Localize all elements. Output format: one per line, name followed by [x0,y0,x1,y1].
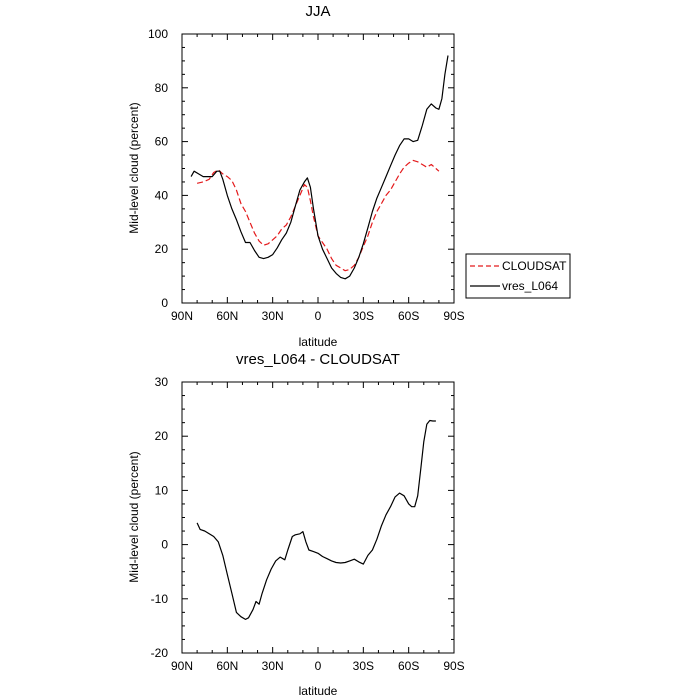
top-chart-title: JJA [305,3,330,20]
y-tick-label: -10 [151,592,169,606]
series-line-vres-l064-cloudsat [196,419,436,620]
top-chart-panel: JJA latitude Mid-level cloud (percent) 9… [127,3,465,349]
x-tick-label: 90N [171,659,193,673]
series-line-cloudsat [196,159,440,272]
bottom-chart-panel: vres_L064 - CLOUDSAT latitude Mid-level … [127,351,465,698]
legend-label-cloudsat: CLOUDSAT [502,259,567,273]
x-tick-label: 60N [216,659,238,673]
x-tick-label: 90S [443,309,464,323]
y-tick-label: 20 [155,242,169,256]
x-tick-label: 0 [315,659,322,673]
x-tick-label: 30S [353,309,374,323]
series-line-vres-l064 [190,55,449,280]
legend-box [465,253,571,299]
y-tick-label: 40 [155,188,169,202]
y-tick-label: 0 [161,296,168,310]
x-tick-label: 30N [262,659,284,673]
y-tick-label: 100 [148,27,168,41]
x-tick-label: 60N [216,309,238,323]
y-tick-label: 0 [161,538,168,552]
x-tick-label: 90N [171,309,193,323]
y-tick-label: 30 [155,375,169,389]
bottom-chart-ylabel: Mid-level cloud (percent) [127,451,141,582]
bottom-chart-xlabel: latitude [299,684,338,698]
x-tick-label: 60S [398,309,419,323]
x-tick-label: 30S [353,659,374,673]
y-tick-label: 80 [155,81,169,95]
y-tick-label: 20 [155,429,169,443]
y-tick-label: 60 [155,135,169,149]
bottom-chart-title: vres_L064 - CLOUDSAT [236,351,400,368]
top-chart-ylabel: Mid-level cloud (percent) [127,102,141,233]
legend-label-vres: vres_L064 [502,279,558,293]
top-chart-xlabel: latitude [299,335,338,349]
y-tick-label: 10 [155,483,169,497]
x-tick-label: 90S [443,659,464,673]
y-tick-label: -20 [151,646,169,660]
top-chart-plot-frame [181,33,455,304]
bottom-chart-plot-frame [181,381,455,654]
x-tick-label: 0 [315,309,322,323]
x-tick-label: 30N [262,309,284,323]
chart-legend: CLOUDSAT vres_L064 [465,253,571,299]
x-tick-label: 60S [398,659,419,673]
